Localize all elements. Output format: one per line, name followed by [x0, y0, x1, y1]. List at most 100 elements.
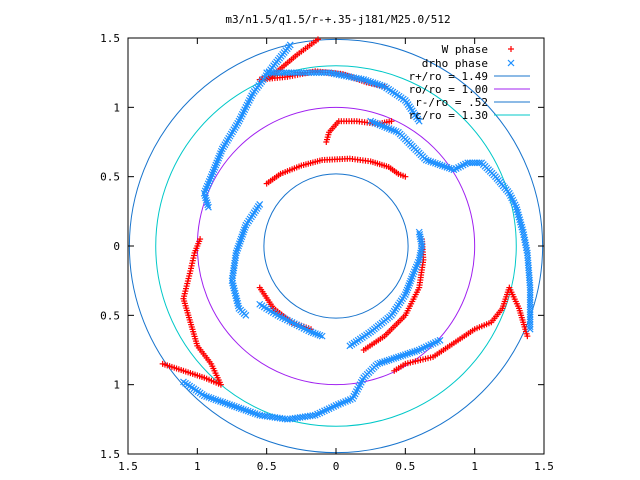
series-1-arm-6 [256, 300, 326, 340]
data-point [197, 236, 204, 243]
data-point [425, 157, 432, 165]
data-point [203, 393, 211, 400]
y-tick-label: 1.5 [100, 448, 120, 461]
data-point [526, 291, 534, 299]
series-0-arm-4 [391, 284, 531, 374]
data-point [200, 189, 208, 197]
legend-label-r-plus: r+/ro = 1.49 [409, 70, 488, 83]
data-point [251, 410, 259, 417]
series-1-arm-2 [367, 117, 534, 333]
data-point [214, 397, 222, 405]
series-0 [159, 36, 531, 388]
data-point [292, 69, 300, 77]
data-point [314, 331, 322, 338]
data-point [383, 357, 391, 365]
data-point [526, 286, 534, 294]
data-point [316, 331, 324, 339]
data-point [318, 69, 325, 77]
data-point [388, 118, 395, 125]
data-point [202, 194, 210, 202]
data-point [401, 291, 409, 298]
data-point [526, 293, 534, 301]
x-tick-label: 1.5 [118, 460, 138, 473]
chart-title: m3/n1.5/q1.5/r-+.35-j181/M25.0/512 [225, 13, 450, 26]
data-point [526, 313, 534, 321]
data-point [402, 288, 410, 296]
data-point [290, 69, 298, 77]
data-point [364, 77, 372, 85]
x-tick-label: 0.5 [257, 460, 277, 473]
data-point [300, 69, 308, 77]
circle-2 [263, 173, 409, 319]
data-point [302, 69, 310, 77]
data-point [235, 242, 243, 250]
data-point [219, 398, 227, 406]
data-point [415, 228, 423, 236]
data-point [390, 355, 398, 362]
data-point [200, 392, 208, 400]
data-point [522, 241, 530, 249]
data-point [407, 275, 415, 283]
series-1-arm-0 [200, 41, 294, 211]
data-point [438, 162, 446, 170]
data-point [249, 409, 257, 417]
data-point [520, 233, 528, 241]
data-point [233, 247, 241, 255]
x-tick-label: 1 [471, 460, 478, 473]
data-point [283, 69, 290, 77]
data-point [385, 356, 393, 364]
legend-marker-drho-phase [507, 59, 515, 67]
data-point [226, 401, 234, 409]
data-point [416, 231, 424, 238]
legend: W phase drho phase r+/ro = 1.49 ro/ro = … [409, 43, 530, 122]
x-tick-label: 0.5 [395, 460, 415, 473]
data-point [238, 233, 246, 241]
data-point [521, 239, 529, 246]
data-point [371, 80, 379, 87]
data-point [203, 199, 211, 206]
data-point [309, 412, 317, 419]
data-point [240, 406, 247, 413]
data-point [288, 69, 295, 77]
data-point [241, 224, 249, 231]
data-point [429, 159, 437, 166]
data-point [242, 311, 250, 319]
data-point [278, 69, 285, 77]
data-point [526, 325, 534, 333]
data-point [263, 69, 271, 77]
data-point [228, 402, 236, 409]
data-point [526, 301, 534, 309]
circle-3 [155, 65, 517, 427]
data-point [295, 69, 303, 77]
data-point [253, 410, 261, 418]
data-point [526, 303, 534, 311]
data-point [281, 415, 289, 423]
data-point [275, 69, 283, 77]
data-point [434, 160, 442, 168]
data-point [307, 328, 315, 336]
data-point [217, 397, 224, 405]
x-tick-label: 0 [333, 460, 340, 473]
x-tick-label: 1 [194, 460, 201, 473]
data-point [239, 231, 247, 238]
series-1-arm-1 [263, 69, 423, 125]
data-point [240, 228, 247, 236]
data-point [415, 117, 423, 125]
data-point [402, 173, 409, 180]
data-point [431, 159, 439, 167]
data-point [520, 231, 528, 239]
data-point [413, 347, 421, 355]
series-1-arm-4 [180, 336, 444, 423]
data-point [526, 315, 534, 323]
data-point [392, 354, 400, 362]
data-point [207, 394, 215, 402]
data-point [297, 69, 305, 77]
data-point [202, 196, 210, 204]
data-point [411, 348, 419, 355]
legend-label-r-minus: r-/ro = .52 [415, 96, 488, 109]
data-point [223, 400, 231, 408]
data-point [406, 349, 414, 357]
data-point [404, 284, 412, 292]
data-point [240, 226, 248, 234]
